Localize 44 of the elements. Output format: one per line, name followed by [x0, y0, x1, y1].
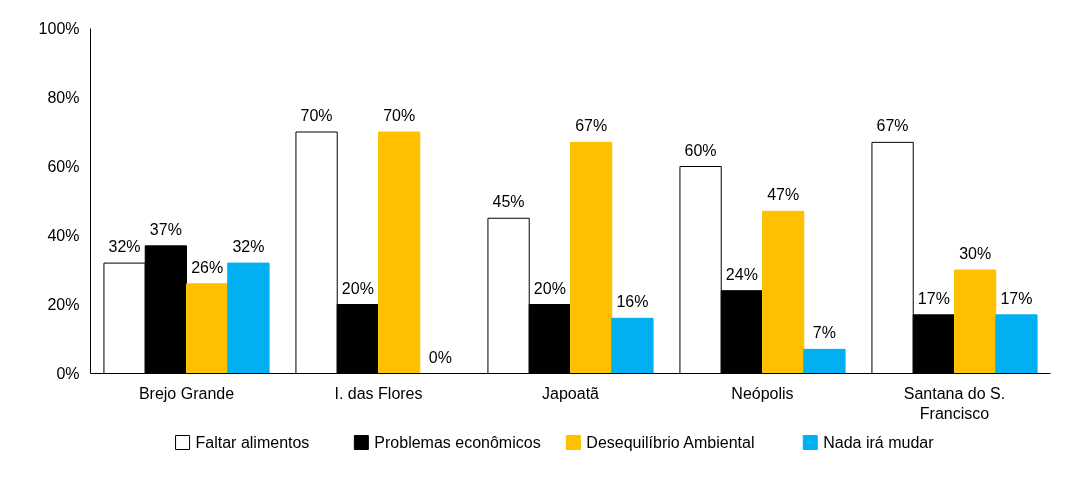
bar	[954, 269, 997, 374]
data-label: 70%	[383, 107, 416, 124]
x-tick-label: I. das Flores	[334, 384, 423, 402]
data-label: 30%	[959, 245, 992, 262]
data-label: 24%	[725, 265, 758, 283]
bar	[762, 210, 805, 374]
x-tick-label: Japoatã	[542, 384, 600, 402]
bar	[611, 317, 654, 374]
legend-label: Problemas econômicos	[374, 434, 541, 451]
data-label: 0%	[428, 348, 452, 366]
y-tick-label: 80%	[47, 89, 80, 106]
bar	[570, 141, 613, 374]
data-label: 70%	[300, 107, 333, 124]
legend-label: Desequilíbrio Ambiental	[586, 434, 755, 451]
data-label: 60%	[684, 141, 717, 159]
bar	[186, 283, 229, 374]
legend-label: Faltar alimentos	[195, 434, 310, 451]
data-label: 17%	[917, 289, 950, 307]
bar	[378, 131, 421, 374]
data-label: 20%	[533, 279, 566, 297]
data-label: 47%	[767, 186, 800, 204]
data-label: 32%	[108, 238, 141, 256]
data-label: 32%	[232, 238, 265, 256]
y-tick-label: 40%	[47, 227, 80, 244]
data-label: 16%	[616, 293, 649, 311]
data-label: 67%	[575, 117, 608, 135]
x-tick-label: Santana do S. Francisco	[903, 384, 1006, 422]
data-label: 45%	[492, 193, 525, 211]
x-tick-label: Neópolis	[731, 384, 794, 402]
bar	[803, 348, 846, 374]
data-label: 7%	[812, 324, 836, 342]
data-label: 37%	[149, 220, 182, 238]
data-label: 20%	[341, 279, 374, 297]
y-tick-label: 20%	[47, 296, 80, 313]
legend-label: Nada irá mudar	[823, 434, 935, 451]
bar	[995, 314, 1038, 374]
x-tick-label: Brejo Grande	[138, 384, 235, 402]
data-label: 17%	[1000, 289, 1033, 307]
data-label: 67%	[876, 117, 909, 135]
data-label: 26%	[191, 258, 224, 276]
y-tick-label: 0%	[56, 365, 80, 382]
bar	[227, 262, 270, 374]
y-tick-label: 100%	[38, 20, 80, 37]
y-tick-label: 60%	[47, 158, 80, 175]
